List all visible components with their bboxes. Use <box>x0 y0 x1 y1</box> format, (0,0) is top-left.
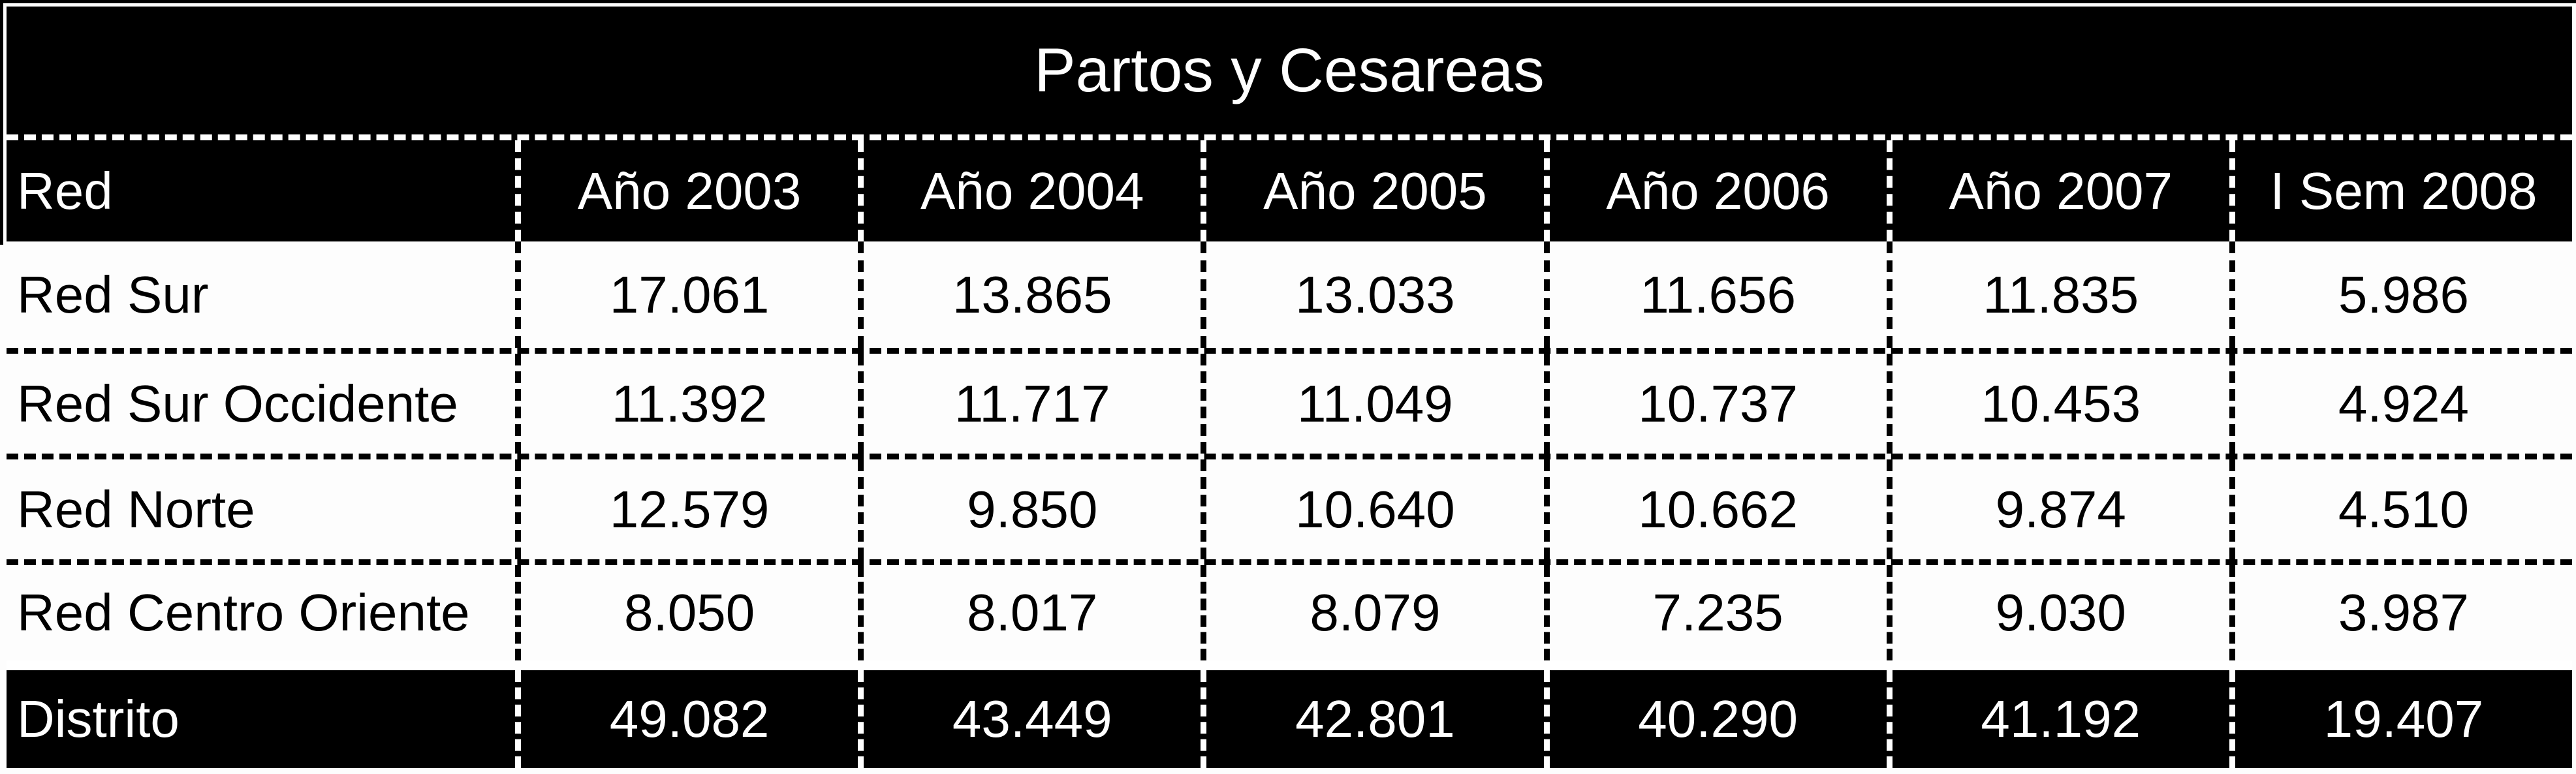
cell-value: 43.449 <box>858 670 1201 768</box>
table-row-red-norte: Red Norte 12.579 9.850 10.640 10.662 9.8… <box>7 454 2572 559</box>
cell-value: 11.392 <box>515 354 858 454</box>
row-label: Red Sur Occidente <box>17 374 458 433</box>
table-row-red-sur-occidente: Red Sur Occidente 11.392 11.717 11.049 1… <box>7 348 2572 454</box>
table-title: Partos y Cesareas <box>1034 35 1545 105</box>
cell-value: 10.453 <box>1886 354 2229 454</box>
cell-value: 4.510 <box>2229 459 2572 559</box>
cell-value: 12.579 <box>515 459 858 559</box>
row-label: Red Sur <box>17 265 209 324</box>
header-cell-red: Red <box>7 140 515 241</box>
table-title-row: Partos y Cesareas <box>7 7 2572 140</box>
cell-value: 9.850 <box>858 459 1201 559</box>
header-cell-ano-2007: Año 2007 <box>1886 140 2229 241</box>
table-header-row: Red Año 2003 Año 2004 Año 2005 Año 2006 … <box>7 140 2573 241</box>
header-cell-ano-2006: Año 2006 <box>1543 140 1887 241</box>
cell-value: 10.737 <box>1543 354 1887 454</box>
cell-value: 9.874 <box>1886 459 2229 559</box>
cell-value: 13.865 <box>858 241 1201 348</box>
cell-value: 13.033 <box>1201 241 1543 348</box>
cell-value: 8.017 <box>858 565 1201 660</box>
cell-value: 41.192 <box>1886 670 2229 768</box>
cell-value: 10.662 <box>1543 459 1887 559</box>
table-row-distrito-total: Distrito 49.082 43.449 42.801 40.290 41.… <box>7 670 2573 768</box>
header-cell-ano-2005: Año 2005 <box>1201 140 1544 241</box>
cell-value: 42.801 <box>1201 670 1544 768</box>
cell-value: 7.235 <box>1543 565 1887 660</box>
row-label: Distrito <box>7 670 515 768</box>
cell-value: 5.986 <box>2229 241 2572 348</box>
cell-value: 40.290 <box>1543 670 1887 768</box>
cell-value: 19.407 <box>2229 670 2573 768</box>
cell-value: 49.082 <box>515 670 858 768</box>
header-cell-ano-2004: Año 2004 <box>858 140 1201 241</box>
spacer-row <box>7 660 2572 670</box>
table-outer-border-top <box>0 0 2576 3</box>
cell-value: 9.030 <box>1886 565 2229 660</box>
header-cell-ano-2003: Año 2003 <box>515 140 858 241</box>
table-row-red-sur: Red Sur 17.061 13.865 13.033 11.656 11.8… <box>7 241 2572 348</box>
table-row-red-centro-oriente: Red Centro Oriente 8.050 8.017 8.079 7.2… <box>7 559 2572 660</box>
row-label: Red Centro Oriente <box>17 583 470 642</box>
table-outer-border-left <box>0 0 3 245</box>
cell-value: 11.049 <box>1201 354 1543 454</box>
cell-value: 11.835 <box>1886 241 2229 348</box>
cell-value: 17.061 <box>515 241 858 348</box>
partos-cesareas-table: Partos y Cesareas Red Año 2003 Año 2004 … <box>7 7 2573 768</box>
row-label: Red Norte <box>17 480 255 538</box>
cell-value: 4.924 <box>2229 354 2572 454</box>
cell-value: 8.050 <box>515 565 858 660</box>
cell-value: 11.656 <box>1543 241 1887 348</box>
header-cell-i-sem-2008: I Sem 2008 <box>2229 140 2573 241</box>
cell-value: 8.079 <box>1201 565 1543 660</box>
cell-value: 3.987 <box>2229 565 2572 660</box>
cell-value: 11.717 <box>858 354 1201 454</box>
cell-value: 10.640 <box>1201 459 1543 559</box>
